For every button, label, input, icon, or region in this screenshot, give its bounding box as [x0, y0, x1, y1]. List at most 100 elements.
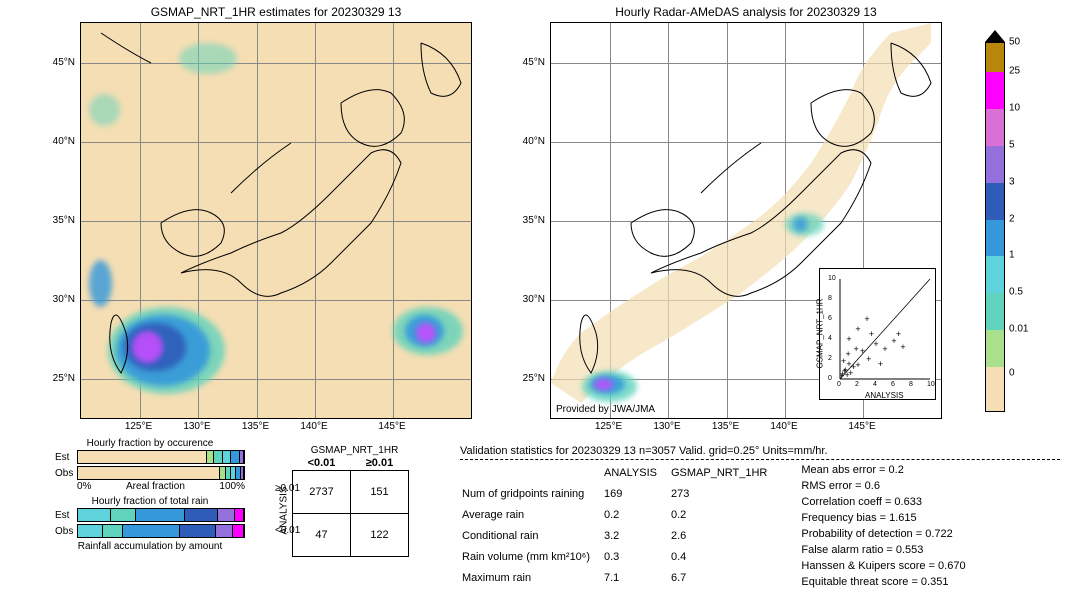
- xtick-label: 130°E: [177, 421, 217, 432]
- validation-title: Validation statistics for 20230329 13 n=…: [460, 445, 1060, 457]
- ytick-label: 30°N: [510, 294, 545, 305]
- xtick-label: 125°E: [589, 421, 629, 432]
- contingency-row-1: <0.01: [275, 525, 300, 536]
- fraction-segment: [207, 451, 214, 463]
- validation-row-a: 7.1: [604, 569, 669, 588]
- validation-stats: Mean abs error = 0.2RMS error = 0.6Corre…: [801, 462, 965, 590]
- ytick-label: 30°N: [40, 294, 75, 305]
- scatter-inset: ANALYSIS GSMAP_NRT_1HR +++++++++++++++++…: [819, 268, 936, 400]
- contingency-cell: 122: [351, 514, 409, 557]
- contingency-col-header: GSMAP_NRT_1HR: [300, 445, 409, 456]
- xtick-label: 145°E: [372, 421, 412, 432]
- fraction-segment: [180, 525, 216, 537]
- contingency-table: <0.01 ≥0.01 2737 151 47 122: [292, 456, 409, 557]
- xtick-label: 140°E: [764, 421, 804, 432]
- validation-stat: Probability of detection = 0.722: [801, 526, 965, 542]
- validation-row-a: 169: [604, 485, 669, 504]
- fraction-segment: [185, 509, 218, 521]
- scatter-point: +: [896, 329, 901, 339]
- scatter-point: +: [855, 324, 860, 334]
- scatter-xlabel: ANALYSIS: [865, 391, 904, 400]
- scatter-point: +: [866, 354, 871, 364]
- map-right-frame: Provided by JWA/JMA ANALYSIS GSMAP_NRT_1…: [550, 22, 942, 419]
- fraction-segment: [136, 509, 185, 521]
- fraction-occurence-title: Hourly fraction by occurence: [55, 438, 245, 449]
- scatter-point: +: [900, 342, 905, 352]
- scatter-point: +: [843, 365, 848, 375]
- colorbar: 50251053210.50.010: [985, 30, 1005, 412]
- fraction-segment: [216, 525, 233, 537]
- validation-col-1: GSMAP_NRT_1HR: [671, 464, 779, 483]
- fraction-segment: [78, 467, 220, 479]
- colorbar-segment: [986, 183, 1004, 220]
- ytick-label: 45°N: [510, 57, 545, 68]
- scatter-ylabel: GSMAP_NRT_1HR: [816, 298, 825, 368]
- colorbar-body: [985, 42, 1005, 412]
- colorbar-tick: 1: [1009, 250, 1015, 261]
- ytick-label: 40°N: [510, 136, 545, 147]
- scatter-xtick: 8: [909, 381, 913, 388]
- colorbar-segment: [986, 72, 1004, 109]
- contingency-col-0: <0.01: [293, 456, 351, 471]
- fraction-row-label: Est: [55, 510, 77, 521]
- contingency-panel: GSMAP_NRT_1HR ANALYSIS <0.01 ≥0.01 2737 …: [280, 445, 409, 557]
- fraction-bar-occ-est: [77, 450, 245, 464]
- fraction-segment: [214, 451, 223, 463]
- fraction-bar-occ-obs: [77, 466, 245, 480]
- colorbar-tick: 0.01: [1009, 324, 1028, 335]
- validation-stat: Equitable threat score = 0.351: [801, 574, 965, 590]
- scatter-point: +: [860, 346, 865, 356]
- scatter-point: +: [845, 349, 850, 359]
- validation-stat: False alarm ratio = 0.553: [801, 542, 965, 558]
- scatter-xtick: 4: [873, 381, 877, 388]
- scatter-ytick: 4: [828, 335, 832, 342]
- fraction-row-label: Obs: [55, 468, 77, 479]
- fraction-axis-2: 100%: [219, 481, 245, 492]
- validation-row-label: Maximum rain: [462, 569, 602, 588]
- validation-row-b: 6.7: [671, 569, 779, 588]
- fraction-segment: [78, 451, 207, 463]
- colorbar-tick: 10: [1009, 103, 1020, 114]
- fraction-segment: [241, 467, 244, 479]
- coastline-left: [81, 23, 471, 418]
- contingency-cell: 2737: [293, 471, 351, 514]
- validation-row-b: 2.6: [671, 527, 779, 546]
- map-left-frame: [80, 22, 472, 419]
- validation-row-b: 273: [671, 485, 779, 504]
- scatter-point: +: [882, 344, 887, 354]
- fraction-segment: [78, 525, 103, 537]
- scatter-ytick: 10: [828, 275, 836, 282]
- map-left: GSMAP_NRT_1HR estimates for 20230329 13: [80, 5, 472, 419]
- scatter-ytick: 2: [828, 355, 832, 362]
- validation-row-label: Average rain: [462, 506, 602, 525]
- validation-row-b: 0.4: [671, 548, 779, 567]
- contingency-col-1: ≥0.01: [351, 456, 409, 471]
- fraction-axis-1: Areal fraction: [126, 481, 185, 492]
- validation-col-0: ANALYSIS: [604, 464, 669, 483]
- fraction-total-title: Hourly fraction of total rain: [55, 496, 245, 507]
- fraction-segment: [111, 509, 136, 521]
- map-right-title: Hourly Radar-AMeDAS analysis for 2023032…: [550, 5, 942, 19]
- fraction-bar-tot-est: [77, 508, 245, 522]
- scatter-point: +: [854, 344, 859, 354]
- colorbar-tick: 2: [1009, 213, 1015, 224]
- colorbar-tick: 5: [1009, 140, 1015, 151]
- scatter-ytick: 8: [828, 295, 832, 302]
- validation-stat: Correlation coeff = 0.633: [801, 494, 965, 510]
- scatter-xtick: 0: [837, 381, 841, 388]
- validation-row-a: 0.3: [604, 548, 669, 567]
- validation-row-label: Conditional rain: [462, 527, 602, 546]
- fraction-segment: [231, 451, 240, 463]
- map-right: Hourly Radar-AMeDAS analysis for 2023032…: [550, 5, 942, 419]
- fraction-segment: [223, 451, 230, 463]
- colorbar-segment: [986, 109, 1004, 146]
- ytick-label: 35°N: [40, 215, 75, 226]
- colorbar-segment: [986, 330, 1004, 367]
- fraction-row-label: Est: [55, 452, 77, 463]
- fraction-accum-title: Rainfall accumulation by amount: [55, 541, 245, 552]
- scatter-point: +: [873, 339, 878, 349]
- colorbar-segment: [986, 293, 1004, 330]
- colorbar-segment: [986, 367, 1004, 411]
- validation-row-a: 0.2: [604, 506, 669, 525]
- fraction-segment: [123, 525, 180, 537]
